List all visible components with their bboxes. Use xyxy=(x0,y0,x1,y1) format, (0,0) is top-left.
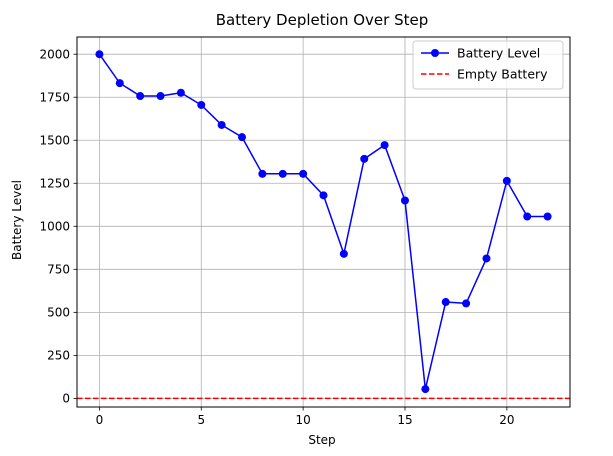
battery-level-point xyxy=(95,50,104,59)
battery-level-point xyxy=(421,385,430,394)
battery-level-point xyxy=(278,169,287,178)
battery-level-point xyxy=(482,254,491,263)
battery-level-point xyxy=(217,120,226,129)
battery-level-point xyxy=(238,133,247,142)
battery-level-point xyxy=(176,88,185,97)
legend-label-empty-battery: Empty Battery xyxy=(457,67,548,82)
battery-level-point xyxy=(502,176,511,185)
x-tick-label: 5 xyxy=(197,413,205,427)
plot-frame xyxy=(76,36,571,408)
battery-level-point xyxy=(258,169,267,178)
chart-title: Battery Depletion Over Step xyxy=(216,11,428,29)
battery-level-point xyxy=(136,92,145,101)
legend-marker-battery-level xyxy=(431,49,439,57)
y-tick-label: 1250 xyxy=(39,177,70,191)
y-tick-label: 1750 xyxy=(39,91,70,105)
y-axis-ticks: 0 250 500 750 1000 1250 1500 1750 2000 xyxy=(39,48,77,406)
x-tick-label: 15 xyxy=(397,413,412,427)
battery-level-point xyxy=(543,212,552,221)
x-tick-label: 20 xyxy=(499,413,514,427)
x-axis-label: Step xyxy=(308,433,335,447)
battery-level-point xyxy=(197,100,206,109)
battery-level-point xyxy=(400,196,409,205)
y-tick-label: 1500 xyxy=(39,134,70,148)
battery-level-point xyxy=(339,249,348,258)
x-axis-ticks: 0 5 10 15 20 xyxy=(96,407,514,427)
legend-label-battery-level: Battery Level xyxy=(457,46,540,61)
y-tick-label: 500 xyxy=(47,306,70,320)
series-lines xyxy=(95,50,552,394)
y-tick-label: 2000 xyxy=(39,48,70,62)
legend-box xyxy=(412,40,564,90)
battery-level-point xyxy=(523,212,532,221)
battery-level-point xyxy=(462,299,471,308)
x-tick-label: 10 xyxy=(295,413,310,427)
y-tick-label: 250 xyxy=(47,349,70,363)
battery-level-point xyxy=(360,154,369,163)
y-tick-label: 1000 xyxy=(39,220,70,234)
legend: Battery Level Empty Battery xyxy=(412,40,564,90)
battery-level-point xyxy=(441,298,450,307)
battery-level-point xyxy=(156,92,165,101)
y-tick-label: 750 xyxy=(47,263,70,277)
y-axis-label: Battery Level xyxy=(10,180,24,260)
battery-level-point xyxy=(299,169,308,178)
x-tick-label: 0 xyxy=(96,413,104,427)
battery-level-point xyxy=(380,141,389,150)
battery-level-point xyxy=(319,191,328,200)
y-tick-label: 0 xyxy=(62,392,70,406)
battery-level-point xyxy=(115,79,124,88)
